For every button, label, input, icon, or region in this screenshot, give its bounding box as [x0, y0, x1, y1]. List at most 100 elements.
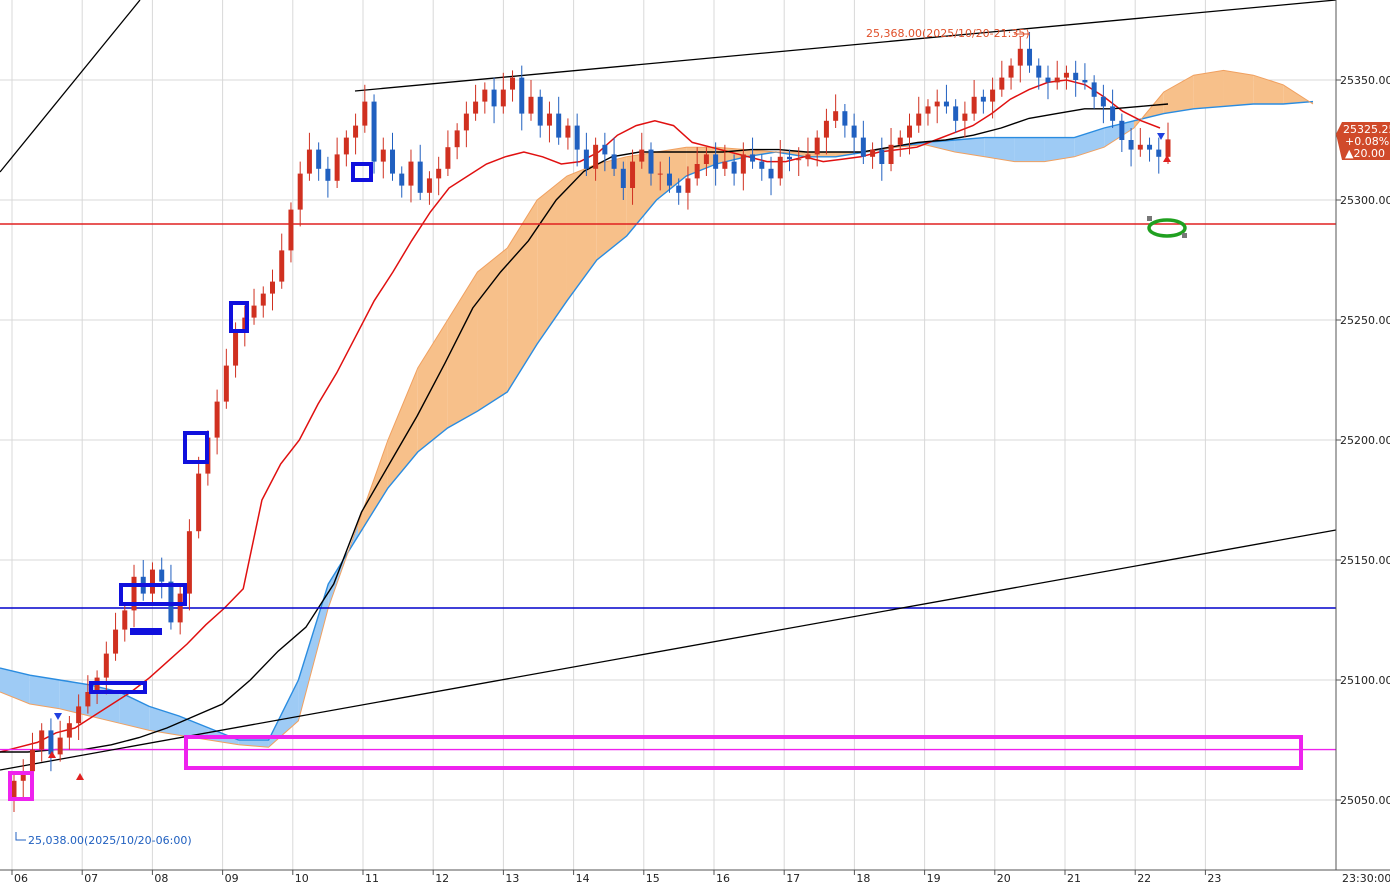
candle-body — [537, 96, 543, 126]
cloud-segment — [1193, 70, 1224, 109]
candle-body — [833, 111, 839, 121]
candle-body — [897, 137, 903, 145]
candle-body — [454, 130, 460, 148]
candle-body — [399, 173, 405, 186]
candle-body — [1027, 48, 1033, 66]
time-tick-label: 19 — [927, 872, 941, 885]
candle-body — [214, 401, 220, 438]
time-tick-label: 21 — [1067, 872, 1081, 885]
candle-body — [196, 473, 202, 532]
candle-body — [223, 365, 229, 402]
cloud-segment — [387, 368, 418, 488]
candle-body — [29, 749, 35, 772]
candle-body — [1008, 65, 1014, 78]
candle-body — [630, 161, 636, 188]
candle-body — [713, 154, 719, 169]
low-annotation: 25,038.00(2025/10/20-06:00) — [28, 834, 192, 847]
price-tick-label: 25150.00 — [1340, 554, 1390, 567]
box-magenta-zone — [184, 735, 1303, 770]
candle-body — [962, 113, 968, 121]
candle-body — [1054, 77, 1060, 83]
candle-body — [316, 149, 322, 169]
cloud-segment — [954, 137, 985, 157]
candle-body — [1165, 139, 1171, 157]
cloud-segment — [238, 740, 269, 748]
time-tick-label: 07 — [84, 872, 98, 885]
candle-body — [473, 101, 479, 114]
candle-body — [390, 149, 396, 174]
price-tick-label: 25300.00 — [1340, 194, 1390, 207]
box-blue-2 — [130, 628, 162, 635]
candle-body — [593, 144, 599, 169]
cloud-segment — [984, 137, 1015, 162]
candle-body — [113, 629, 119, 654]
trendline-top-channel — [354, 0, 1337, 92]
senkou-span-b — [0, 100, 1314, 741]
candle-body — [149, 569, 155, 594]
candle-body — [565, 125, 571, 138]
candle-body — [1128, 140, 1134, 150]
candle-body — [759, 161, 765, 169]
candle-body — [186, 531, 192, 594]
candle-body — [11, 780, 17, 800]
candle-body — [666, 173, 672, 186]
up-arrow-icon — [48, 751, 56, 758]
candle-body — [233, 329, 239, 366]
candle-body — [879, 149, 885, 164]
high-annotation: 25,368.00(2025/10/20-21:35) — [866, 27, 1030, 40]
candle-body — [980, 96, 986, 102]
candle-body — [777, 156, 783, 179]
candle-body — [325, 168, 331, 181]
current-price: 25325.25 — [1343, 123, 1390, 136]
cloud-segment — [1044, 137, 1075, 162]
cloud-segment — [447, 272, 478, 428]
candle-body — [953, 106, 959, 121]
cloud-segment — [596, 156, 627, 260]
candle-body — [1156, 149, 1162, 157]
tenkan-line — [0, 79, 1161, 753]
candle-body — [750, 154, 756, 162]
time-tick-label: 14 — [576, 872, 590, 885]
cloud-segment — [1253, 75, 1284, 104]
trendlines — [0, 0, 1337, 771]
time-axis-panel[interactable] — [0, 870, 1390, 886]
candle-body — [722, 161, 728, 169]
candle-body — [122, 610, 128, 630]
horizontal-levels — [0, 223, 1336, 751]
time-tick-label: 06 — [14, 872, 28, 885]
candle-body — [269, 281, 275, 294]
candle-body — [556, 113, 562, 138]
cloud-segment — [268, 680, 299, 748]
candle-body — [1119, 120, 1125, 140]
ellipse-handle-1 — [1147, 216, 1152, 221]
cloud-segment — [358, 440, 388, 536]
candle-body — [1063, 72, 1069, 78]
candle-body — [159, 569, 165, 582]
time-axis-label: 23:30:00 — [1342, 872, 1390, 885]
time-tick-label: 20 — [997, 872, 1011, 885]
candle-body — [971, 96, 977, 114]
candle-body — [685, 178, 691, 193]
candle-body — [860, 137, 866, 157]
candle-body — [85, 692, 91, 707]
candle-body — [870, 149, 876, 157]
candle-body — [943, 101, 949, 107]
candle-body — [380, 149, 386, 162]
candle-body — [131, 576, 137, 611]
candle-body — [990, 89, 996, 102]
candle-body — [1036, 65, 1042, 78]
cloud-segment — [925, 140, 955, 152]
time-tick-label: 17 — [786, 872, 800, 885]
candle-body — [519, 77, 525, 114]
cloud-segment — [1223, 70, 1254, 107]
time-tick-label: 18 — [856, 872, 870, 885]
candle-body — [731, 161, 737, 174]
cloud-segment — [537, 176, 567, 344]
cloud-segment — [507, 200, 538, 392]
candle-body — [306, 149, 312, 174]
cloud-segment — [298, 584, 329, 721]
candle-body — [1100, 96, 1106, 107]
down-arrow-icon — [54, 713, 62, 720]
cloud-segment — [566, 164, 597, 301]
